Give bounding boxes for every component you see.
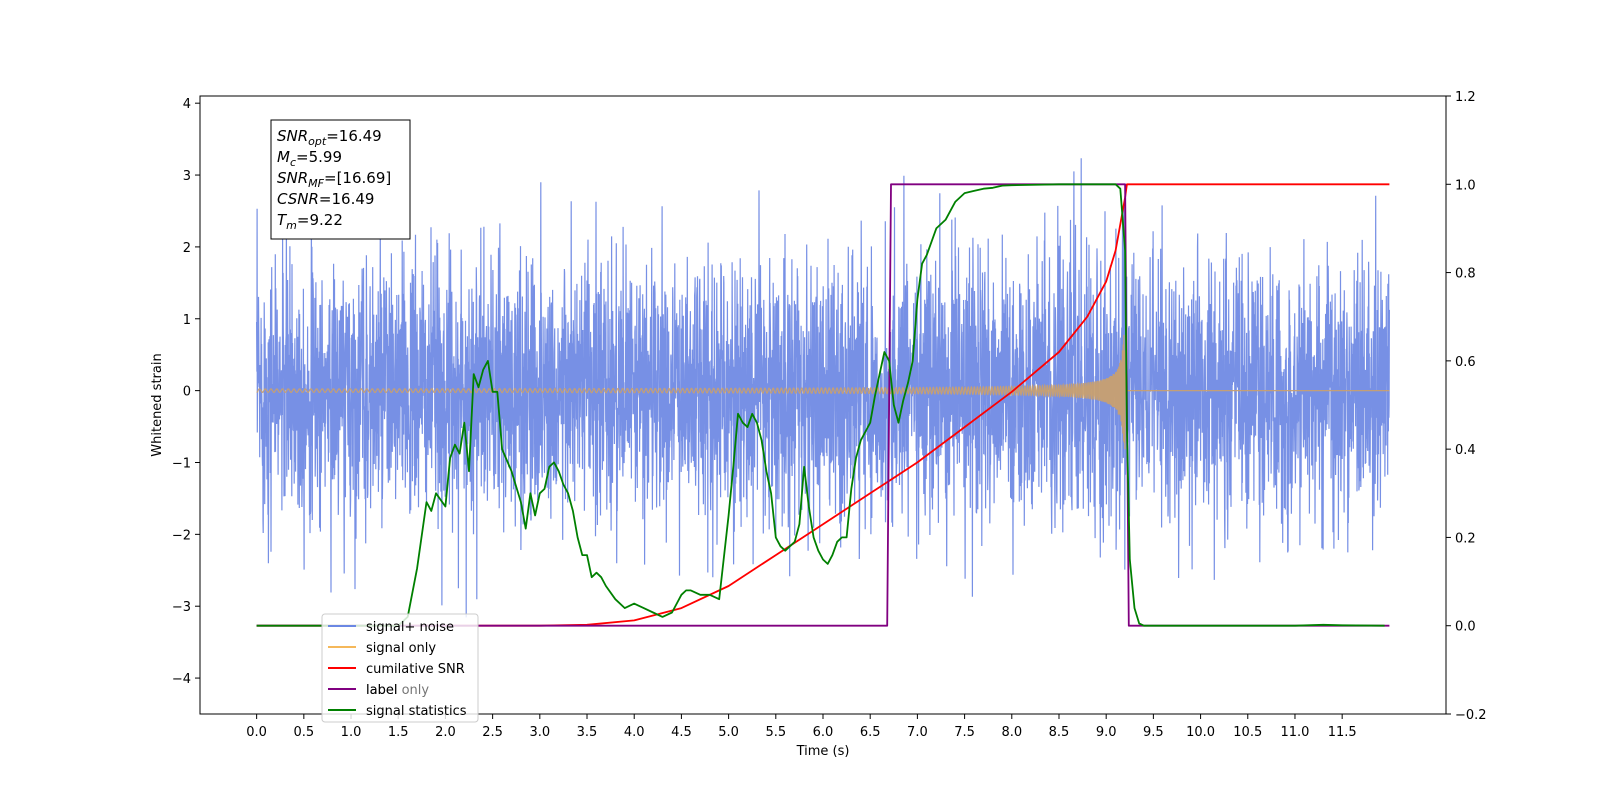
y-right-tick-label: 0.2 (1455, 531, 1476, 546)
annotation-line: CSNR=16.49 (277, 190, 374, 208)
annotation-line: Mc=5.99 (277, 148, 342, 169)
x-tick-label: 8.0 (1001, 725, 1022, 740)
x-tick-label: 2.5 (482, 725, 503, 740)
x-tick-label: 10.0 (1186, 725, 1215, 740)
y-right-tick-label: 0.8 (1455, 267, 1476, 282)
annotation-line: SNRMF=[16.69] (277, 169, 391, 190)
series-signal-statistics-line (256, 183, 1385, 627)
y-right-tick-label: 0.6 (1455, 355, 1476, 370)
annotation-line: Tm=9.22 (277, 211, 343, 232)
legend-entry-label: signal statistics (366, 704, 467, 719)
annotation-line: SNRopt=16.49 (277, 127, 382, 148)
y-left-tick-label: −1 (172, 456, 191, 471)
x-tick-label: 0.0 (246, 725, 267, 740)
x-tick-label: 2.0 (435, 725, 456, 740)
x-tick-label: 11.5 (1328, 725, 1357, 740)
x-tick-label: 3.5 (577, 725, 598, 740)
y-left-tick-label: −3 (172, 600, 191, 615)
x-axis-label: Time (s) (796, 744, 850, 759)
x-tick-label: 6.5 (860, 725, 881, 740)
x-tick-label: 5.0 (718, 725, 739, 740)
signal-plus-noise-line (256, 158, 1390, 618)
y-axis-right: −0.2 0.0 0.2 0.4 0.6 0.8 1.0 1.2 (1446, 90, 1487, 723)
series-cumilative-snr-line (256, 183, 1390, 627)
legend-frame (321, 613, 479, 723)
x-tick-label: 6.0 (813, 725, 834, 740)
x-tick-label: 1.5 (388, 725, 409, 740)
y-left-tick-label: 3 (183, 169, 191, 184)
x-tick-label: 9.5 (1143, 725, 1164, 740)
x-tick-label: 5.5 (765, 725, 786, 740)
y-right-tick-label: 1.2 (1455, 90, 1476, 105)
y-right-tick-label: 0.0 (1455, 620, 1476, 635)
annotation-box: SNRopt=16.49Mc=5.99SNRMF=[16.69]CSNR=16.… (270, 119, 411, 240)
legend-entry-label: signal only (366, 641, 436, 656)
x-tick-label: 7.0 (907, 725, 928, 740)
x-tick-label: 10.5 (1233, 725, 1262, 740)
legend-entry-label: label only (366, 683, 429, 698)
y-axis-label: Whitened strain (150, 353, 165, 456)
x-tick-label: 8.5 (1049, 725, 1070, 740)
y-left-tick-label: 1 (183, 313, 191, 328)
legend-entry-label: label (366, 683, 397, 698)
x-tick-label: 11.0 (1280, 725, 1309, 740)
series-signal-only (256, 334, 1390, 450)
x-tick-label: 9.0 (1096, 725, 1117, 740)
legend-entry-label: cumilative SNR (366, 662, 465, 677)
y-right-tick-label: 1.0 (1455, 178, 1476, 193)
y-axis-left: −4 −3 −2 −1 0 1 2 3 4 (172, 97, 200, 687)
x-axis: 0.0 0.5 1.0 1.5 2.0 2.5 3.0 3.5 4.0 4.5 5.0 5.5 6.0 6… (246, 714, 1357, 740)
y-left-tick-label: 0 (183, 385, 191, 400)
y-left-tick-label: −2 (172, 528, 191, 543)
y-right-tick-label: 0.4 (1455, 443, 1476, 458)
legend-entry-label: signal+ noise (366, 620, 454, 635)
right-axis-series (256, 183, 1390, 627)
x-tick-label: 1.0 (341, 725, 362, 740)
y-left-tick-label: −4 (172, 672, 191, 687)
y-right-tick-label: −0.2 (1455, 708, 1487, 723)
y-left-tick-label: 2 (183, 241, 191, 256)
series-signal-plus-noise (256, 158, 1390, 618)
signal-only-line (256, 334, 1390, 450)
y-left-tick-label: 4 (183, 97, 191, 112)
x-tick-label: 7.5 (954, 725, 975, 740)
legend: signal+ noise signal only cumilative SNR la… (321, 613, 479, 723)
annotation-frame (270, 119, 411, 240)
x-tick-label: 0.5 (293, 725, 314, 740)
x-tick-label: 3.0 (529, 725, 550, 740)
x-tick-label: 4.5 (671, 725, 692, 740)
x-tick-label: 4.0 (624, 725, 645, 740)
